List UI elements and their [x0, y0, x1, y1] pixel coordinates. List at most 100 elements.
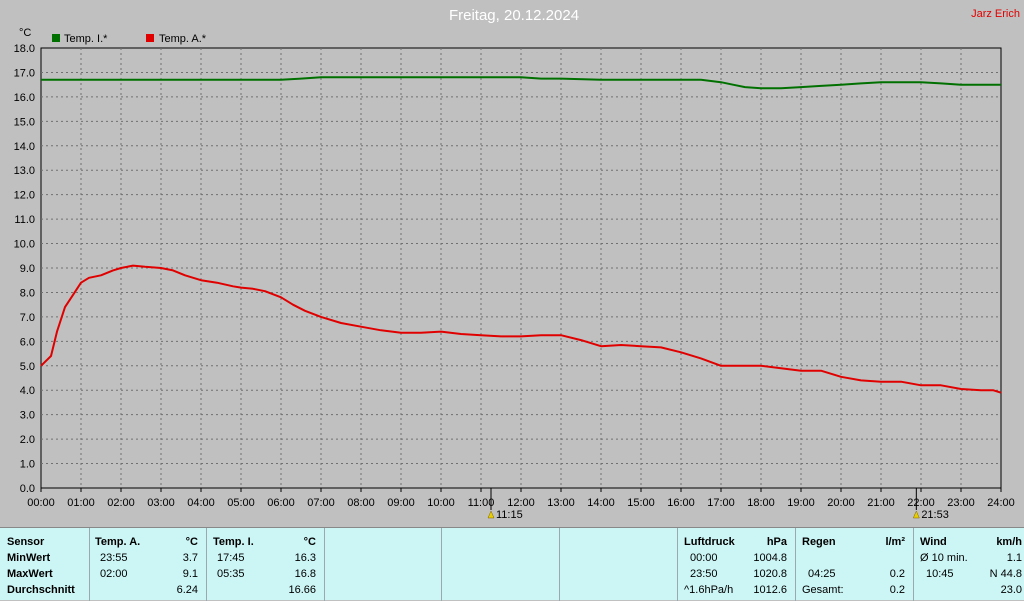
x-tick-label: 16:00 — [667, 497, 695, 509]
x-tick-label: 14:00 — [587, 497, 615, 509]
temp-i-header: Temp. I. — [213, 536, 254, 548]
temp-a-max-time: 02:00 — [100, 568, 128, 580]
x-tick-label: 18:00 — [747, 497, 775, 509]
rain-total-value: 0.2 — [889, 584, 905, 596]
statistics-panel: Sensor MinWert MaxWert Durchschnitt Temp… — [0, 527, 1024, 601]
stats-rain-column: Regen l/m² 04:25 0.2 Gesamt: 0.2 — [796, 528, 914, 601]
x-tick-label: 23:00 — [947, 497, 975, 509]
pressure-trend: ^1.6hPa/h — [684, 584, 734, 596]
temp-a-min-value: 3.7 — [182, 552, 198, 564]
wind-avg-label: Ø 10 min. — [920, 552, 968, 564]
x-tick-label: 15:00 — [627, 497, 655, 509]
x-tick-label: 00:00 — [27, 497, 55, 509]
stats-row-label-min: MinWert — [7, 552, 51, 564]
temp-i-min-time: 17:45 — [217, 552, 245, 564]
stats-empty-column-3 — [560, 528, 678, 601]
legend-label-temp-i: Temp. I.* — [64, 33, 108, 45]
x-tick-label: 10:00 — [427, 497, 455, 509]
y-tick-label: 15.0 — [14, 116, 35, 128]
y-tick-label: 17.0 — [14, 67, 35, 79]
x-tick-label: 08:00 — [347, 497, 375, 509]
stats-empty-column-1 — [325, 528, 442, 601]
chart-title: Freitag, 20.12.2024 — [449, 7, 579, 24]
stats-sensor-column: Sensor MinWert MaxWert Durchschnitt — [0, 528, 90, 601]
y-tick-label: 0.0 — [20, 483, 35, 495]
y-tick-label: 16.0 — [14, 92, 35, 104]
y-tick-label: 4.0 — [20, 385, 35, 397]
y-tick-label: 2.0 — [20, 434, 35, 446]
stats-sensor-header: Sensor — [7, 536, 45, 548]
y-tick-label: 8.0 — [20, 287, 35, 299]
x-tick-label: 05:00 — [227, 497, 255, 509]
rain-header: Regen — [802, 536, 836, 548]
rain-max-time: 04:25 — [808, 568, 836, 580]
x-tick-label: 19:00 — [787, 497, 815, 509]
x-tick-label: 06:00 — [267, 497, 295, 509]
temp-a-header: Temp. A. — [95, 536, 141, 548]
series-line-temp-i — [41, 76, 1001, 90]
pressure-header: Luftdruck — [684, 536, 735, 548]
temp-a-max-value: 9.1 — [182, 568, 198, 580]
x-tick-label: 01:00 — [67, 497, 95, 509]
legend-swatch-temp-i — [52, 34, 60, 42]
stats-wind-column: Wind km/h Ø 10 min. 1.1 10:45 N 44.8 23.… — [914, 528, 1024, 601]
y-tick-label: 3.0 — [20, 410, 35, 422]
y-tick-label: 7.0 — [20, 312, 35, 324]
stats-empty-column-2 — [442, 528, 560, 601]
sun-time-label: 21:53 — [921, 509, 949, 521]
y-tick-label: 11.0 — [14, 214, 35, 226]
x-tick-label: 11:00 — [468, 497, 495, 509]
y-tick-label: 5.0 — [20, 361, 35, 373]
sun-icon — [912, 510, 920, 519]
x-tick-label: 22:00 — [907, 497, 935, 509]
y-tick-label: 18.0 — [14, 43, 35, 55]
pressure-min-time: 00:00 — [690, 552, 718, 564]
sun-annotations: 11:15 21:53 — [487, 488, 949, 521]
series-lines — [40, 76, 1002, 394]
stats-row-label-max: MaxWert — [7, 568, 53, 580]
x-tick-label: 03:00 — [147, 497, 175, 509]
x-tick-label: 13:00 — [547, 497, 575, 509]
sun-time-label: 11:15 — [496, 509, 523, 521]
sun-icon — [487, 510, 495, 519]
wind-max-time: 10:45 — [926, 568, 954, 580]
y-tick-label: 1.0 — [20, 459, 35, 471]
x-tick-label: 20:00 — [827, 497, 855, 509]
rain-total-label: Gesamt: — [802, 584, 844, 596]
temp-i-max-time: 05:35 — [217, 568, 245, 580]
y-tick-label: 6.0 — [20, 336, 35, 348]
gridlines — [40, 48, 1002, 492]
legend-label-temp-a: Temp. A.* — [159, 33, 207, 45]
rain-max-value: 0.2 — [889, 568, 905, 580]
pressure-average: 1012.6 — [753, 584, 787, 596]
series-line-temp-a — [40, 264, 1002, 394]
x-tick-label: 12:00 — [507, 497, 535, 509]
y-tick-label: 9.0 — [20, 263, 35, 275]
x-tick-label: 21:00 — [867, 497, 895, 509]
x-tick-label: 02:00 — [107, 497, 135, 509]
wind-unit: km/h — [996, 536, 1022, 548]
stats-row-label-avg: Durchschnitt — [7, 584, 75, 596]
temp-a-min-time: 23:55 — [100, 552, 128, 564]
pressure-max-time: 23:50 — [690, 568, 718, 580]
x-tick-label: 09:00 — [387, 497, 415, 509]
stats-temp-a-column: Temp. A. °C 23:55 3.7 02:00 9.1 6.24 — [90, 528, 207, 601]
legend: Temp. I.* Temp. A.* — [52, 33, 207, 45]
wind-avg-value: 1.1 — [1006, 552, 1022, 564]
x-tick-label: 17:00 — [707, 497, 735, 509]
wind-header: Wind — [920, 536, 947, 548]
temp-i-average: 16.66 — [288, 584, 316, 596]
temp-i-max-value: 16.8 — [294, 568, 316, 580]
x-tick-label: 07:00 — [307, 497, 335, 509]
legend-swatch-temp-a — [146, 34, 154, 42]
x-tick-label: 04:00 — [187, 497, 215, 509]
wind-last-value: 23.0 — [1000, 584, 1022, 596]
y-tick-labels: 0.0 1.0 2.0 3.0 4.0 5.0 6.0 7.0 8.0 9.0 10.0 11.0 12… — [14, 43, 35, 495]
temperature-chart: Freitag, 20.12.2024 Jarz Erich °C Temp. … — [14, 7, 1020, 521]
wind-max-value: N 44.8 — [989, 568, 1022, 580]
temp-a-average: 6.24 — [176, 584, 198, 596]
author-label: Jarz Erich — [971, 8, 1020, 20]
y-tick-label: 12.0 — [14, 190, 35, 202]
x-tick-labels: 00:00 01:00 02:00 03:00 04:00 05:00 06:00 07:00… — [27, 497, 1015, 509]
stats-pressure-column: Luftdruck hPa 00:00 1004.8 23:50 1020.8 … — [678, 528, 796, 601]
